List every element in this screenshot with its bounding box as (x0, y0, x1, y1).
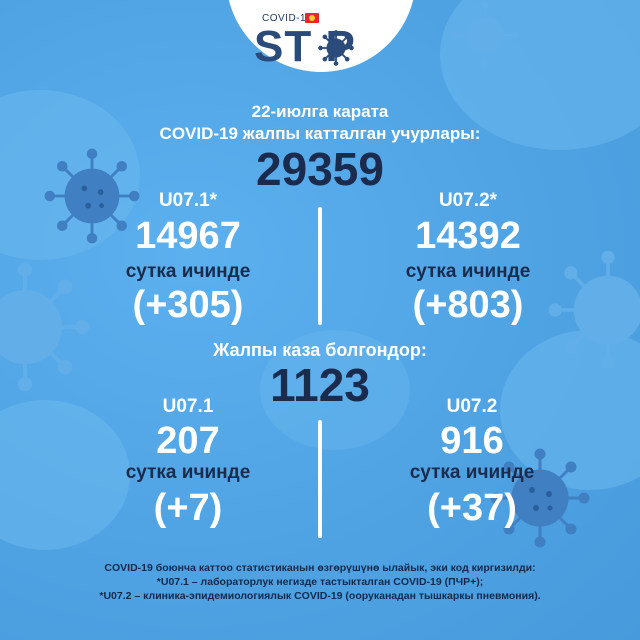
column-divider (318, 207, 322, 325)
deaths-left-delta: (+7) (153, 487, 223, 529)
total-cases-value: 29359 (256, 143, 384, 195)
cases-right-label: сутка ичинде (405, 261, 531, 282)
kyrgyz-flag-icon (305, 13, 319, 23)
deaths-total-value: 1123 (270, 359, 370, 411)
footnote-line: *U07.2 – клиника-эпидемиологиялык COVID-… (99, 590, 541, 602)
cases-left-value: 14967 (135, 215, 241, 257)
deaths-left-value: 207 (156, 420, 220, 462)
date-line: 22-июлга карата (251, 102, 389, 121)
background-blob (260, 330, 410, 450)
virus-icon (451, 1, 519, 69)
virus-icon (0, 262, 90, 392)
virus-icon (548, 250, 640, 370)
footnote-line: COVID-19 боюнча каттоо статистиканын өзг… (104, 562, 536, 574)
cases-right-value: 14392 (415, 215, 521, 257)
virus-icon (490, 448, 590, 548)
deaths-right-delta: (+37) (427, 487, 517, 529)
virus-icon (318, 30, 354, 66)
deaths-right-label: сутка ичинде (409, 462, 535, 483)
background-blob (0, 400, 130, 550)
total-cases-title: COVID-19 жалпы катталган учурлары: (159, 124, 481, 143)
logo-covid-label: COVID-19 (262, 13, 313, 24)
deaths-left-code: U07.1 (162, 396, 214, 417)
cases-left-label: сутка ичинде (125, 261, 251, 282)
footnote-line: *U07.1 – лабораторлук негизде тастыкталг… (156, 576, 484, 588)
cases-left-code: U07.1* (158, 190, 218, 211)
deaths-title: Жалпы каза болгондор: (213, 340, 427, 360)
virus-icon (44, 148, 140, 244)
deaths-right-value: 916 (440, 420, 504, 462)
cases-right-delta: (+803) (412, 284, 524, 326)
column-divider (318, 420, 322, 538)
cases-right-code: U07.2* (438, 190, 498, 211)
deaths-left-label: сутка ичинде (125, 462, 251, 483)
deaths-right-code: U07.2 (446, 396, 498, 417)
cases-left-delta: (+305) (132, 284, 244, 326)
